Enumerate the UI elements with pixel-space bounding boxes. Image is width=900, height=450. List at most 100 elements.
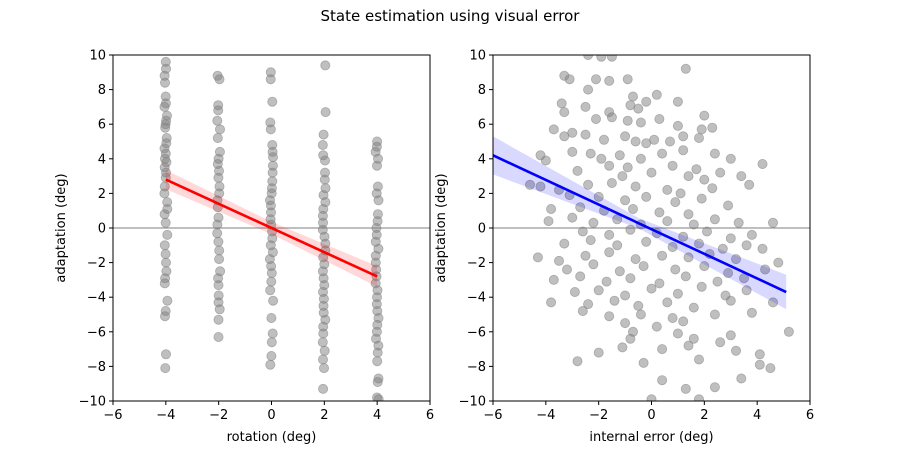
data-point [554, 255, 565, 266]
data-point [646, 394, 657, 401]
data-point [583, 179, 594, 190]
data-point [317, 337, 328, 348]
chart-internal-error-panel: −6 −4 −2 0 2 4 6 −10 −8 −6 −4 −2 0 2 4 6 8 10 internal err… [434, 49, 814, 446]
data-point [691, 164, 702, 175]
data-point [662, 297, 673, 308]
data-point [715, 337, 726, 348]
data-point [556, 98, 567, 109]
data-point [268, 295, 279, 306]
data-point [678, 231, 689, 242]
x-tick-label: −2 [209, 408, 228, 423]
y-tick-label: 6 [478, 118, 486, 133]
data-point [678, 316, 689, 327]
data-point [265, 359, 276, 370]
data-point [371, 160, 382, 171]
data-point [612, 240, 623, 251]
data-point [633, 103, 644, 114]
data-point [580, 129, 591, 140]
data-point [702, 226, 713, 237]
data-point [625, 333, 636, 344]
data-point [628, 91, 639, 102]
data-point [562, 264, 573, 275]
data-point [320, 107, 331, 118]
data-point [577, 226, 588, 237]
data-point [657, 375, 668, 386]
data-point [214, 245, 225, 256]
data-point [725, 233, 736, 244]
data-point [159, 311, 170, 322]
data-point [266, 337, 277, 348]
data-point [162, 295, 173, 306]
data-point [588, 217, 599, 228]
data-point [601, 276, 612, 287]
data-point [159, 209, 170, 220]
y-tick-label: −2 [467, 256, 486, 271]
data-point [596, 153, 607, 164]
data-point [546, 203, 557, 214]
data-point [212, 219, 223, 230]
data-point [694, 132, 705, 143]
data-point [733, 217, 744, 228]
data-point [585, 235, 596, 246]
data-point [160, 217, 171, 228]
data-point [694, 238, 705, 249]
data-point [670, 197, 681, 208]
data-point [625, 273, 636, 284]
data-point [214, 304, 225, 315]
data-point [694, 394, 704, 401]
data-point [535, 181, 546, 192]
data-point [768, 217, 779, 228]
x-tick-label: −2 [589, 408, 608, 423]
data-point [160, 257, 171, 268]
data-point [588, 259, 599, 270]
data-point [760, 264, 771, 275]
data-point [575, 271, 586, 282]
data-point [267, 152, 278, 163]
data-point [622, 115, 633, 126]
data-point [372, 376, 383, 387]
data-point [712, 276, 723, 287]
figure-title: State estimation using visual error [321, 7, 581, 25]
data-point [212, 132, 223, 143]
y-tick-label: 4 [478, 152, 486, 167]
data-point [680, 383, 691, 394]
data-point [266, 276, 277, 287]
data-point [580, 101, 591, 112]
x-tick-label: −6 [483, 408, 502, 423]
data-point [213, 280, 224, 291]
data-point [707, 122, 718, 133]
regression-line [165, 178, 378, 278]
data-point [657, 148, 668, 159]
data-point [757, 243, 768, 254]
data-point [638, 357, 649, 368]
data-point [317, 354, 328, 365]
x-tick-label: −6 [103, 408, 122, 423]
y-tick-label: 2 [478, 187, 486, 202]
data-point [212, 228, 223, 239]
data-point [540, 155, 551, 166]
data-point [567, 146, 578, 157]
y-tick-label: 6 [98, 118, 106, 133]
regression-line [493, 154, 787, 294]
data-point [620, 195, 631, 206]
data-point [683, 252, 694, 263]
data-point [765, 363, 776, 374]
data-point [214, 124, 225, 135]
data-point [160, 349, 171, 360]
data-point [265, 74, 276, 85]
data-point [572, 356, 583, 367]
data-point [372, 356, 383, 367]
data-point [783, 326, 794, 337]
data-point [612, 214, 623, 225]
data-point [672, 96, 683, 107]
x-tick-label: 2 [700, 408, 708, 423]
data-point [638, 261, 649, 272]
x-tick-label: 0 [267, 408, 275, 423]
data-point [709, 309, 720, 320]
data-point [683, 340, 694, 351]
data-point [159, 77, 170, 88]
data-point [630, 181, 641, 192]
x-tick-label: 4 [373, 408, 381, 423]
data-point [731, 254, 742, 265]
data-point [768, 297, 779, 308]
